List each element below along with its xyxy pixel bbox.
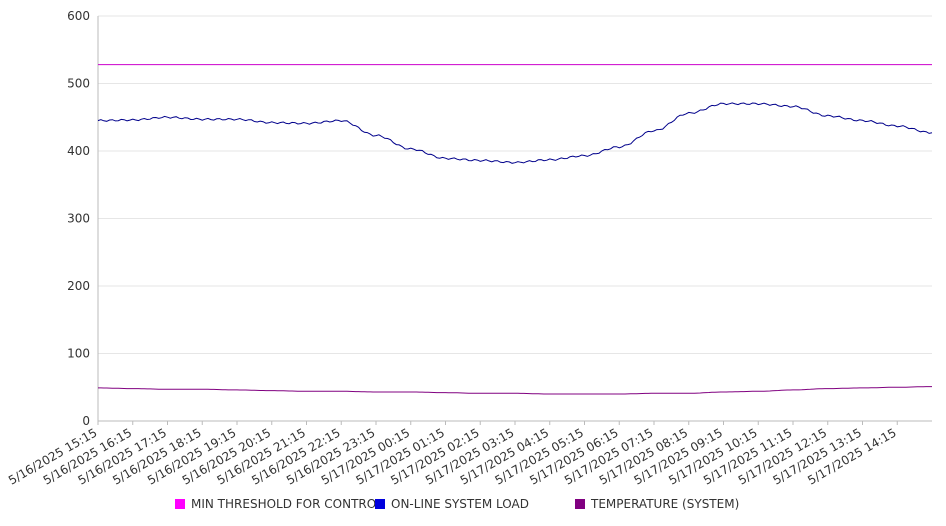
- grid-lines: [98, 15, 932, 354]
- x-axis-ticks: 5/16/2025 15:155/16/2025 16:155/16/2025 …: [6, 421, 899, 488]
- series-line-1: [97, 102, 933, 164]
- legend-item-temperature[interactable]: TEMPERATURE (SYSTEM): [575, 497, 739, 511]
- y-axis-ticks: 0 100 200 300 400 500 600: [67, 9, 90, 428]
- y-tick-label-300: 300: [67, 212, 90, 226]
- legend-swatch-min-threshold: [175, 499, 185, 509]
- series-line-2: [98, 386, 932, 395]
- legend-item-min-threshold[interactable]: MIN THRESHOLD FOR CONTROL: [175, 497, 383, 511]
- legend-label-min-threshold: MIN THRESHOLD FOR CONTROL: [191, 497, 383, 511]
- y-tick-label-400: 400: [67, 144, 90, 158]
- y-tick-label-500: 500: [67, 77, 90, 91]
- legend-item-system-load[interactable]: ON-LINE SYSTEM LOAD: [375, 497, 529, 511]
- legend: MIN THRESHOLD FOR CONTROL ON-LINE SYSTEM…: [0, 497, 946, 513]
- legend-swatch-temperature: [575, 499, 585, 509]
- series-lines: [97, 64, 933, 395]
- legend-label-temperature: TEMPERATURE (SYSTEM): [591, 497, 740, 511]
- y-tick-label-200: 200: [67, 279, 90, 293]
- legend-label-system-load: ON-LINE SYSTEM LOAD: [391, 497, 529, 511]
- y-tick-label-0: 0: [82, 414, 90, 428]
- legend-swatch-system-load: [375, 499, 385, 509]
- y-tick-label-100: 100: [67, 347, 90, 361]
- y-tick-label-600: 600: [67, 9, 90, 23]
